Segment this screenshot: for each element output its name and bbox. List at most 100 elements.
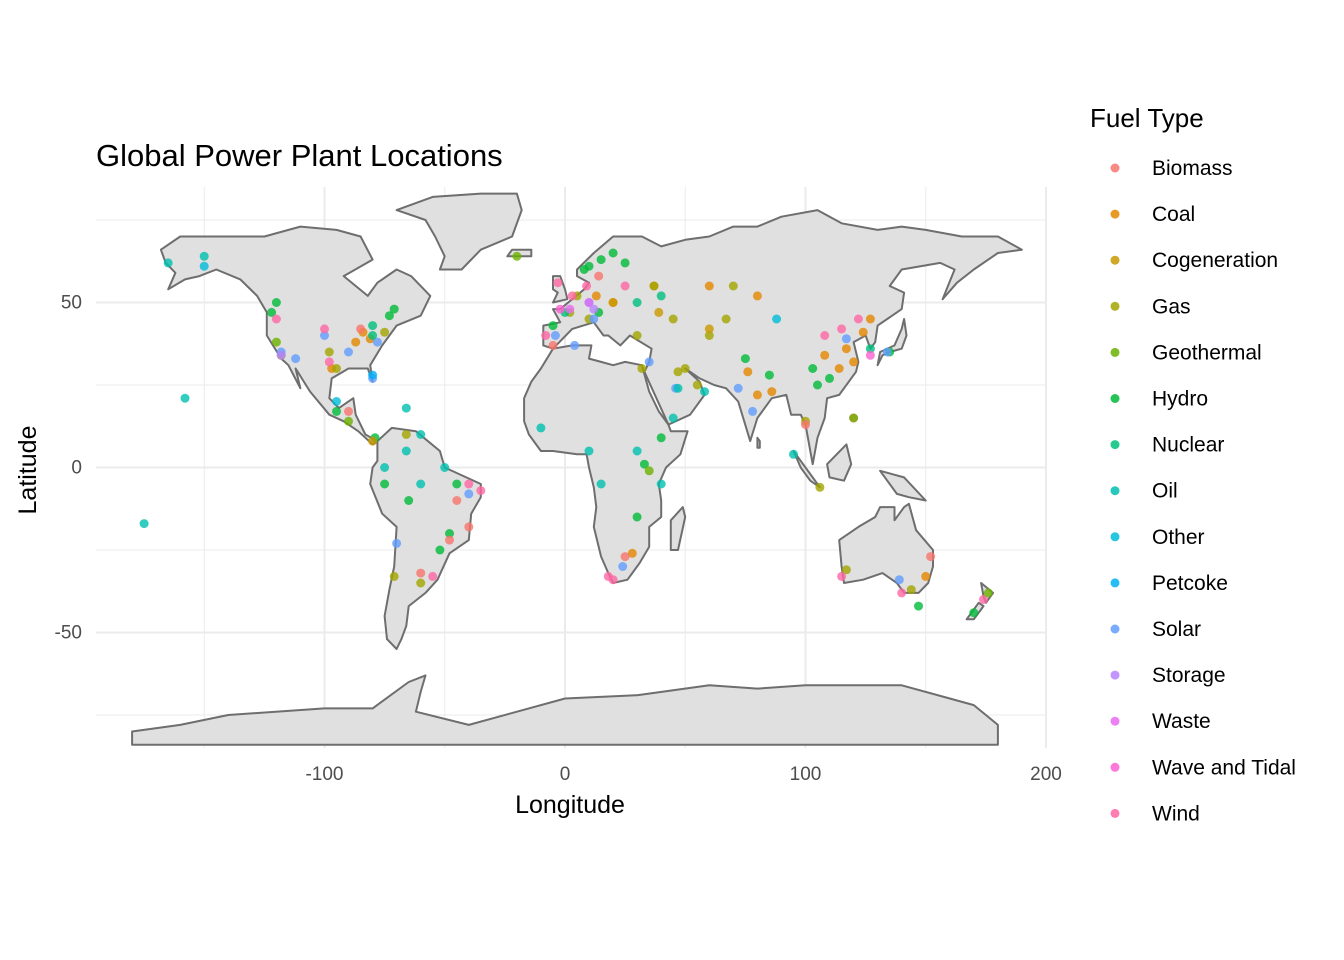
plant-point-oil (163, 258, 173, 268)
legend-key (1110, 163, 1120, 173)
plant-point-gas (704, 331, 714, 340)
plant-point-hydro (267, 307, 277, 317)
plant-point-cogeneration (704, 324, 714, 334)
plant-point-wind (541, 331, 551, 340)
plant-point-hydro (332, 406, 341, 416)
legend-label: Other (1152, 526, 1205, 549)
plant-point-hydro (404, 496, 414, 505)
landmass-borneo (826, 443, 853, 482)
plant-point-solar (589, 314, 599, 324)
plant-point-oil (401, 403, 411, 413)
plant-point-hydro (452, 479, 462, 489)
plant-point-wind (582, 281, 592, 291)
legend: Fuel Type Biomass Coal Cogeneration Gas Geot… (1090, 103, 1296, 825)
plant-point-wave-and-tidal (865, 350, 875, 360)
plant-point-coal (858, 327, 868, 337)
legend-label: Solar (1152, 618, 1201, 641)
plant-point-gas (841, 565, 851, 575)
plant-point-oil (584, 446, 594, 456)
plant-point-gas (668, 314, 678, 324)
plant-point-wind (979, 595, 988, 604)
legend-label: Geothermal (1152, 341, 1262, 364)
legend-key (1110, 440, 1120, 450)
legend-label: Waste (1152, 710, 1211, 733)
plant-point-cogeneration (608, 298, 618, 307)
legend-key (1110, 301, 1120, 311)
plant-point-wind (603, 571, 613, 581)
landmass-antarctica (131, 674, 999, 746)
plant-point-hydro (389, 304, 399, 314)
axes: -100 0 100 200 50 0 -50 (55, 293, 1062, 786)
plant-point-wind (324, 357, 334, 367)
plant-point-hydro (271, 298, 281, 307)
plant-point-gas (815, 482, 825, 492)
plant-point-coal (591, 291, 601, 301)
plant-point-solar (894, 575, 904, 585)
legend-key (1110, 578, 1120, 588)
plant-point-oil (632, 446, 642, 456)
plant-point-hydro (740, 354, 750, 364)
plant-point-wind (853, 314, 863, 324)
plant-point-oil (536, 423, 546, 433)
plant-point-hydro (914, 601, 923, 611)
legend-label: Hydro (1152, 388, 1208, 411)
plant-point-other (199, 261, 209, 271)
plant-point-hydro (969, 608, 979, 618)
plant-point-biomass (548, 340, 558, 350)
landmass-sumatra (792, 450, 821, 489)
plant-point-oil (401, 446, 411, 456)
plant-point-gas (906, 585, 916, 595)
plant-point-coal (704, 281, 714, 291)
plant-point-gas (401, 430, 411, 439)
plant-point-oil (416, 430, 426, 439)
plant-point-biomass (594, 271, 604, 281)
plant-point-wind (567, 291, 577, 301)
plant-point-geothermal (849, 413, 859, 423)
plant-point-hydro (596, 255, 606, 265)
plant-point-gas (673, 367, 683, 377)
plant-point-biomass (356, 324, 366, 334)
plant-point-gas (332, 364, 341, 373)
plant-point-gas (416, 578, 426, 588)
plant-point-coal (841, 344, 851, 354)
plant-point-hydro (608, 248, 618, 258)
plant-point-coal (865, 314, 875, 324)
plant-point-waste (565, 304, 575, 314)
landmass-africa (523, 344, 689, 584)
y-tick-label: 0 (71, 458, 82, 479)
plant-point-coal (351, 337, 361, 347)
plant-point-coal (834, 364, 844, 373)
plant-point-wind (897, 588, 907, 598)
plant-point-oil (139, 519, 149, 529)
plant-point-coal (627, 548, 637, 558)
plant-point-oil (180, 393, 190, 403)
plant-point-solar (748, 406, 758, 416)
plant-point-solar (733, 383, 743, 393)
plant-point-oil (416, 479, 426, 489)
plant-point-gas (389, 571, 399, 581)
plant-point-geothermal (512, 251, 522, 261)
plant-point-coal (752, 390, 762, 400)
legend-label: Cogeneration (1152, 249, 1278, 272)
plant-point-hydro (813, 380, 822, 390)
plant-point-oil (700, 387, 709, 397)
plant-points (139, 248, 993, 618)
y-axis-label: Latitude (14, 426, 42, 515)
plant-point-biomass (445, 535, 454, 545)
legend-key (1110, 532, 1120, 542)
plant-point-wind (464, 479, 474, 489)
legend-label: Storage (1152, 664, 1226, 687)
plant-point-other (332, 397, 341, 406)
plant-point-storage (589, 304, 599, 314)
plant-point-solar (841, 334, 851, 344)
x-axis-label: Longitude (515, 791, 625, 819)
plant-point-biomass (464, 522, 474, 532)
plant-point-wind (837, 571, 847, 581)
x-tick-label: -100 (305, 764, 343, 785)
chart-title: Global Power Plant Locations (96, 138, 503, 173)
plant-point-solar (291, 354, 301, 364)
legend-label: Wave and Tidal (1152, 756, 1296, 779)
plant-point-geothermal (983, 588, 993, 598)
plant-point-hydro (435, 545, 445, 555)
